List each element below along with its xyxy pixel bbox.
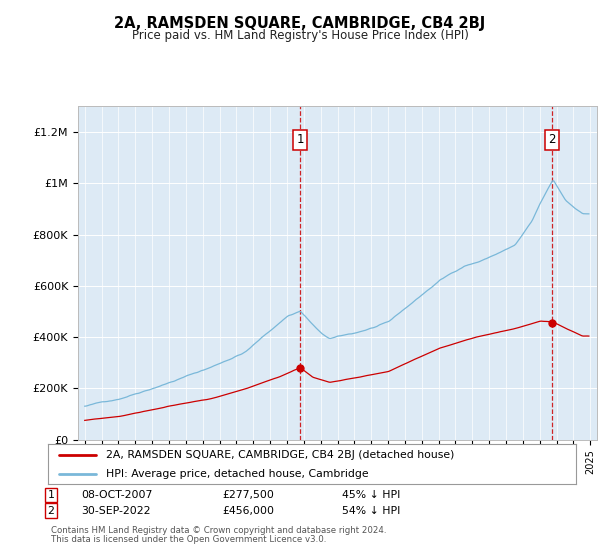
Text: 08-OCT-2007: 08-OCT-2007: [81, 490, 152, 500]
Text: £277,500: £277,500: [222, 490, 274, 500]
Text: 2A, RAMSDEN SQUARE, CAMBRIDGE, CB4 2BJ: 2A, RAMSDEN SQUARE, CAMBRIDGE, CB4 2BJ: [115, 16, 485, 31]
Text: 2: 2: [47, 506, 55, 516]
Text: 30-SEP-2022: 30-SEP-2022: [81, 506, 151, 516]
Text: This data is licensed under the Open Government Licence v3.0.: This data is licensed under the Open Gov…: [51, 535, 326, 544]
Text: 1: 1: [47, 490, 55, 500]
Text: 2A, RAMSDEN SQUARE, CAMBRIDGE, CB4 2BJ (detached house): 2A, RAMSDEN SQUARE, CAMBRIDGE, CB4 2BJ (…: [106, 450, 454, 460]
Text: 45% ↓ HPI: 45% ↓ HPI: [342, 490, 400, 500]
Text: Contains HM Land Registry data © Crown copyright and database right 2024.: Contains HM Land Registry data © Crown c…: [51, 526, 386, 535]
Text: £456,000: £456,000: [222, 506, 274, 516]
Text: 1: 1: [296, 133, 304, 146]
Text: Price paid vs. HM Land Registry's House Price Index (HPI): Price paid vs. HM Land Registry's House …: [131, 29, 469, 42]
Text: 2: 2: [548, 133, 556, 146]
Text: HPI: Average price, detached house, Cambridge: HPI: Average price, detached house, Camb…: [106, 469, 369, 479]
Text: 54% ↓ HPI: 54% ↓ HPI: [342, 506, 400, 516]
